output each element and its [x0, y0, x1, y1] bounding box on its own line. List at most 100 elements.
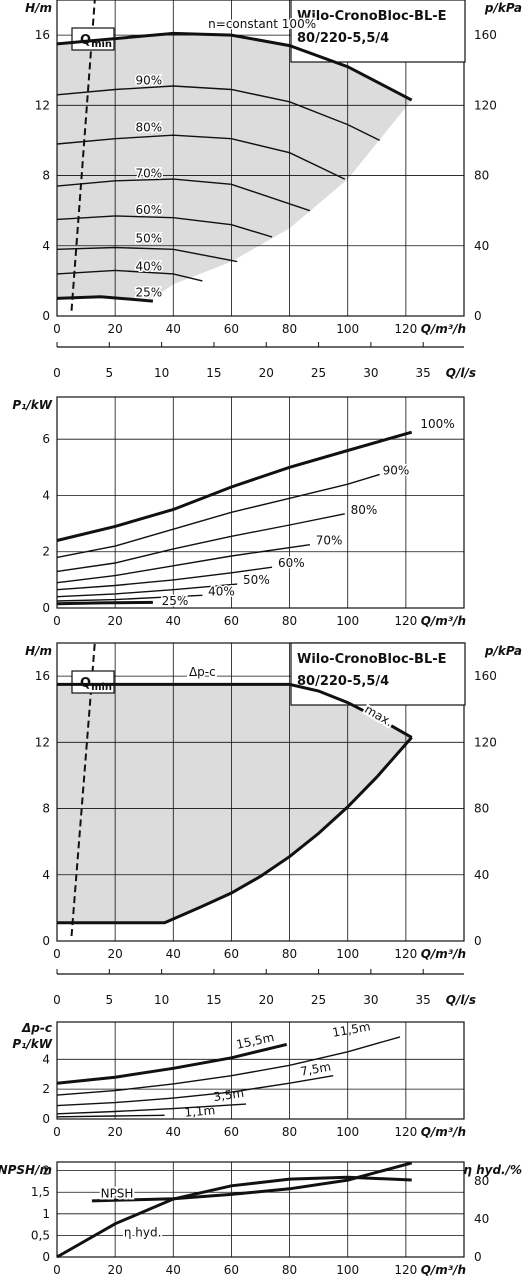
qmin-box: [71, 670, 115, 694]
x-tick-label: 40: [166, 322, 181, 336]
series-label: 25%: [162, 594, 189, 608]
series-line: [57, 736, 413, 925]
y-tick-label: 8: [42, 169, 50, 183]
series-label: NPSH: [101, 1186, 134, 1200]
lps-tick-label: 20: [259, 366, 274, 380]
x-axis-label: Q/m³/h: [421, 614, 466, 628]
lps-tick-label: 0: [53, 993, 61, 1007]
series-label: 40%: [135, 259, 162, 273]
y-right-tick-label: 0: [474, 309, 482, 323]
series-line: [56, 215, 273, 238]
c5-group: 0 5 10 15 20 25 30 35 Q/l/s: [53, 969, 476, 1007]
series-line: [56, 246, 238, 263]
lps-tick-label: 15: [206, 366, 221, 380]
y-right-tick-label: 40: [474, 1212, 489, 1226]
x-tick-label: 0: [53, 614, 61, 628]
y-tick-label: 8: [42, 802, 50, 816]
x-axis-label: Q/m³/h: [421, 322, 466, 336]
y-tick-label: 12: [35, 98, 50, 112]
series-label: 40%: [208, 584, 235, 598]
series-label: 50%: [243, 573, 270, 587]
series-line: [56, 600, 153, 606]
x-tick-label: 120: [394, 614, 417, 628]
lps-tick-label: 35: [416, 366, 431, 380]
y-right-tick-label: 0: [474, 934, 482, 948]
x-tick-label: 120: [394, 1125, 417, 1139]
y-axis-label: P₁/kW: [12, 398, 52, 412]
lps-tick-label: 20: [259, 993, 274, 1007]
series-line: [56, 566, 273, 591]
x-tick-label: 20: [108, 614, 123, 628]
y-tick-label: 0,5: [31, 1228, 50, 1242]
series-line: [56, 513, 345, 573]
chart-title: Wilo-CronoBloc-BL-E: [297, 9, 447, 24]
series-line: [56, 85, 381, 142]
series-line: [56, 430, 413, 542]
y-tick-label: 0: [42, 934, 50, 948]
lps-tick-label: 10: [154, 366, 169, 380]
y-right-tick-label: 80: [474, 802, 489, 816]
plot-frame: [56, 1021, 465, 1120]
y-axis-label: H/m: [25, 644, 52, 658]
y-axis-label: NPSH/m: [0, 1163, 52, 1177]
lps-tick-label: 25: [311, 993, 326, 1007]
x-tick-label: 20: [108, 1263, 123, 1277]
lps-axis-label: Q/l/s: [446, 366, 476, 380]
x-tick-label: 60: [224, 322, 239, 336]
series-line: [56, 544, 310, 584]
series-line: [56, 1114, 165, 1118]
lps-tick-label: 25: [311, 366, 326, 380]
y-tick-label: 16: [35, 28, 50, 42]
y-right-tick-label: 120: [474, 98, 497, 112]
x-tick-label: 40: [166, 1125, 181, 1139]
lps-tick-label: 30: [363, 993, 378, 1007]
x-tick-label: 40: [166, 1263, 181, 1277]
series-label: 70%: [135, 166, 162, 180]
series-line: [56, 178, 311, 212]
x-tick-label: 40: [166, 614, 181, 628]
x-tick-label: 100: [336, 322, 359, 336]
series-label: 25%: [135, 286, 162, 300]
curve-label: Δp-c: [189, 665, 216, 679]
x-axis-label: Q/m³/h: [421, 947, 466, 961]
series-line: [56, 1103, 247, 1115]
series-label: 90%: [135, 73, 162, 87]
y-right-tick-label: 160: [474, 669, 497, 683]
series-label: 50%: [135, 231, 162, 245]
series-label: 90%: [383, 463, 410, 477]
series-label: η hyd.: [124, 1226, 162, 1240]
series-line: [56, 583, 238, 598]
y-tick-label: 4: [42, 488, 50, 502]
y-tick-label: 2: [42, 1164, 50, 1178]
y-axis-label-right: η hyd./%: [463, 1163, 522, 1177]
series-line: [57, 682, 413, 739]
c3-group: 0 20 40 60 80 100 120 Q/m³/h 0 2 4 6 P₁/kW 100% 90% 80%…: [12, 396, 466, 628]
x-tick-label: 120: [394, 1263, 417, 1277]
lps-tick-label: 15: [206, 993, 221, 1007]
series-line: [56, 1175, 412, 1259]
y-tick-label: 6: [42, 432, 50, 446]
y-tick-label: 0: [42, 1112, 50, 1126]
lps-tick-label: 5: [105, 366, 113, 380]
x-tick-label: 80: [282, 614, 297, 628]
plot-frame: [56, 642, 465, 942]
x-tick-label: 60: [224, 614, 239, 628]
y-right-tick-label: 40: [474, 868, 489, 882]
y-tick-label: 12: [35, 735, 50, 749]
lps-tick-label: 35: [416, 993, 431, 1007]
y-tick-label: 1: [42, 1207, 50, 1221]
operating-area: [57, 33, 412, 299]
y-right-tick-label: 80: [474, 169, 489, 183]
series-label: 3,5m: [212, 1086, 244, 1104]
title-box: [290, 642, 466, 706]
x-tick-label: 20: [108, 1125, 123, 1139]
chart-title: 80/220-5,5/4: [297, 674, 389, 689]
x-tick-label: 120: [394, 947, 417, 961]
operating-area: [57, 684, 412, 923]
y-tick-label: 2: [42, 545, 50, 559]
y-tick-label: 4: [42, 239, 50, 253]
series-label: 80%: [135, 121, 162, 135]
series-line: [56, 1042, 288, 1085]
